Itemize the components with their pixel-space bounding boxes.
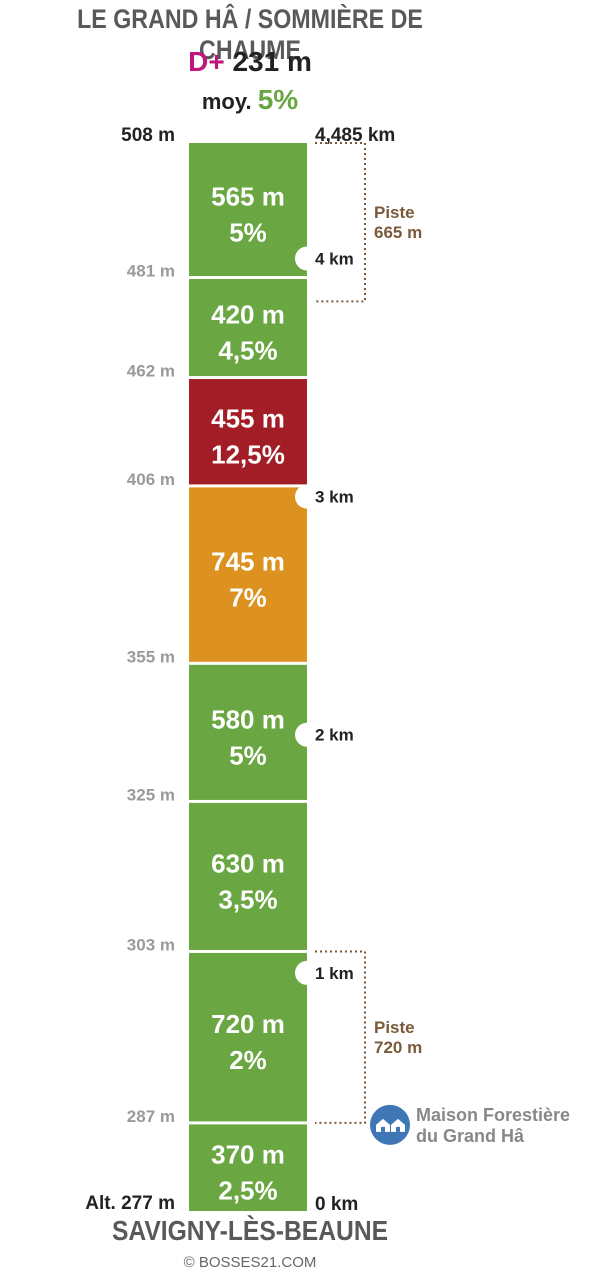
segment-grade: 4,5% bbox=[218, 336, 277, 366]
segment-length: 720 m bbox=[211, 1009, 285, 1039]
altitude-label: 481 m bbox=[127, 262, 175, 281]
piste-label: Piste bbox=[374, 1018, 415, 1037]
altitude-label: 303 m bbox=[127, 935, 175, 954]
piste-length: 665 m bbox=[374, 223, 422, 242]
segment-length: 370 m bbox=[211, 1140, 285, 1170]
poi-name-line2: du Grand Hâ bbox=[416, 1126, 525, 1146]
poi-name-line1: Maison Forestière bbox=[416, 1105, 570, 1125]
segment-length: 455 m bbox=[211, 404, 285, 434]
segment-grade: 5% bbox=[229, 218, 267, 248]
segment-grade: 2,5% bbox=[218, 1176, 277, 1206]
km-marker: 4,485 km bbox=[315, 125, 395, 146]
elevation-gain-value: 231 m bbox=[232, 46, 312, 77]
elevation-gain-label: D+ bbox=[188, 46, 225, 77]
km-marker: 1 km bbox=[315, 964, 354, 983]
segment-bar bbox=[189, 379, 307, 485]
km-notch bbox=[295, 484, 307, 509]
km-notch bbox=[295, 246, 307, 271]
segment-bar bbox=[189, 143, 307, 277]
km-notch bbox=[295, 960, 307, 985]
altitude-label: 325 m bbox=[127, 785, 175, 804]
altitude-label: 508 m bbox=[121, 125, 175, 146]
piste-length: 720 m bbox=[374, 1038, 422, 1057]
average-grade-label: moy. bbox=[201, 89, 252, 114]
km-marker: 0 km bbox=[315, 1194, 358, 1215]
elevation-gain: D+ 231 m bbox=[0, 46, 500, 78]
segment-grade: 2% bbox=[229, 1045, 267, 1075]
segment-length: 745 m bbox=[211, 547, 285, 577]
km-marker: 3 km bbox=[315, 488, 354, 507]
start-location: SAVIGNY-LÈS-BEAUNE bbox=[111, 1215, 389, 1246]
altitude-label: 355 m bbox=[127, 647, 175, 666]
segment-bar bbox=[189, 487, 307, 662]
piste-bracket bbox=[315, 950, 366, 1124]
segment-grade: 12,5% bbox=[211, 440, 285, 470]
altitude-label: 462 m bbox=[127, 362, 175, 381]
house-icon-door bbox=[396, 1126, 400, 1132]
km-marker: 2 km bbox=[315, 726, 354, 745]
average-grade-value: 5% bbox=[257, 84, 299, 115]
altitude-label: 287 m bbox=[127, 1107, 175, 1126]
segment-length: 565 m bbox=[211, 182, 285, 212]
house-icon-door bbox=[381, 1126, 385, 1132]
segment-length: 580 m bbox=[211, 704, 285, 734]
segment-bar bbox=[189, 279, 307, 377]
segment-length: 630 m bbox=[211, 848, 285, 878]
km-notch bbox=[295, 722, 307, 747]
segment-bar bbox=[189, 802, 307, 950]
segment-bar bbox=[189, 664, 307, 800]
altitude-label: Alt. 277 m bbox=[85, 1193, 175, 1214]
altitude-label: 406 m bbox=[127, 470, 175, 489]
segment-grade: 3,5% bbox=[218, 884, 277, 914]
segment-grade: 7% bbox=[229, 583, 267, 613]
piste-bracket bbox=[315, 142, 366, 303]
piste-label: Piste bbox=[374, 203, 415, 222]
segment-bar bbox=[189, 952, 307, 1122]
average-grade: moy. 5% bbox=[0, 84, 500, 116]
km-marker: 4 km bbox=[315, 249, 354, 268]
segment-bar bbox=[189, 1124, 307, 1211]
segment-grade: 5% bbox=[229, 740, 267, 770]
segment-length: 420 m bbox=[211, 300, 285, 330]
page-title: LE GRAND HÂ / SOMMIÈRE DE CHAUME bbox=[77, 4, 423, 65]
credit: © BOSSES21.COM bbox=[183, 1254, 317, 1271]
